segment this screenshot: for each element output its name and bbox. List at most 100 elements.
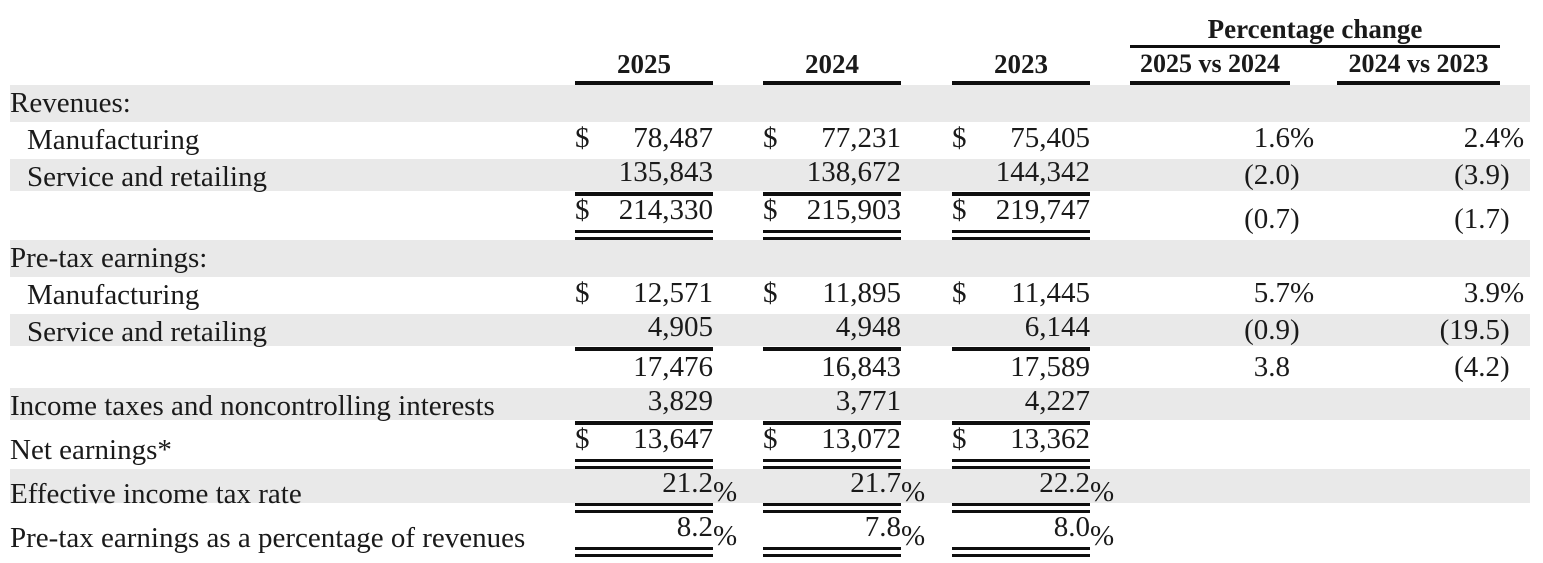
- cell-2025-vs-2024: (2.0): [1130, 158, 1320, 196]
- cell-value: (4.2: [1454, 351, 1500, 383]
- cell-2025-vs-2024: [1130, 465, 1320, 469]
- column-header-2025-vs-2024: 2025 vs 2024: [1130, 48, 1320, 85]
- cell-value: 21.2: [662, 467, 713, 499]
- table-body: Revenues: Manufacturing $78,487 $77,231 …: [0, 85, 1543, 557]
- pct-change-header-row: Percentage change: [10, 14, 1530, 48]
- cell-2025-vs-2024: 5.7%: [1130, 276, 1320, 314]
- cell-suffix: %: [1290, 277, 1315, 309]
- row-label: [10, 386, 575, 388]
- cell-value: 17,589: [1010, 351, 1090, 383]
- cell-2023: 22.2%: [952, 466, 1120, 513]
- cell-suffix: %: [1290, 122, 1315, 154]
- cell-2025: 135,843: [575, 155, 743, 196]
- cell-2024: $77,231: [763, 121, 931, 159]
- column-header-label: 2023: [952, 48, 1090, 85]
- cell-suffix: [1090, 236, 1120, 240]
- cell-value: 8.0: [1053, 511, 1090, 543]
- cell-suffix: [1290, 465, 1320, 469]
- cell-2023: 144,342: [952, 155, 1120, 196]
- cell-2023: 8.0%: [952, 510, 1120, 557]
- cell-2025: $12,571: [575, 276, 743, 314]
- cell-value: 13,072: [821, 423, 901, 455]
- cell-2024-vs-2023: 2.4%: [1337, 121, 1530, 159]
- table-row: Manufacturing $12,571 $11,895 $11,445 5.…: [10, 277, 1530, 314]
- cell-suffix: [1290, 553, 1320, 557]
- cell-suffix: ): [1500, 203, 1510, 235]
- table-row: Manufacturing $78,487 $77,231 $75,405 1.…: [10, 122, 1530, 159]
- cell-suffix: [1500, 509, 1530, 513]
- cell-2023: 4,227: [952, 384, 1120, 425]
- column-header-label: 2024 vs 2023: [1337, 48, 1500, 85]
- cell-value: 7.8: [864, 511, 901, 543]
- cell-value: 1.6: [1253, 122, 1290, 154]
- cell-value: 4,227: [1024, 385, 1090, 417]
- cell-value: 11,895: [822, 277, 901, 309]
- row-label: [10, 238, 575, 240]
- cell-value: (3.9: [1454, 159, 1500, 191]
- pct-change-title: Percentage change: [1130, 14, 1500, 48]
- cell-2024-vs-2023: [1337, 553, 1530, 557]
- cell-value: 5.7: [1253, 277, 1290, 309]
- column-header-spacer: [10, 83, 575, 85]
- financial-summary-table: Percentage change 2025 2024 2023 2025 vs…: [0, 14, 1543, 557]
- row-label: Manufacturing: [27, 279, 200, 311]
- table-row: Net earnings* $13,647 $13,072 $13,362: [10, 423, 1530, 469]
- cell-value: 21.7: [850, 467, 901, 499]
- cell-2025-vs-2024: [1130, 509, 1320, 513]
- cell-suffix: ): [1500, 351, 1510, 383]
- column-header-2023: 2023: [952, 48, 1120, 85]
- cell-suffix: [713, 236, 743, 240]
- cell-suffix: [1290, 421, 1320, 425]
- cell-value: 12,571: [633, 277, 713, 309]
- cell-suffix: [1500, 553, 1530, 557]
- column-header-label: 2024: [763, 48, 901, 85]
- cell-suffix: [1500, 421, 1530, 425]
- cell-suffix: %: [713, 520, 738, 552]
- cell-2025: 21.2%: [575, 466, 743, 513]
- currency-symbol: $: [952, 122, 967, 154]
- cell-2023: $75,405: [952, 121, 1120, 159]
- cell-suffix: ): [1500, 159, 1510, 191]
- cell-value: (0.7: [1244, 203, 1290, 235]
- row-label: Revenues:: [10, 87, 131, 119]
- cell-2025: 4,905: [575, 310, 743, 351]
- cell-value: 3.9: [1463, 277, 1500, 309]
- cell-suffix: %: [1500, 122, 1525, 154]
- cell-2024-vs-2023: [1337, 421, 1530, 425]
- cell-2024-vs-2023: (3.9): [1337, 158, 1530, 196]
- cell-value: 17,476: [633, 351, 713, 383]
- currency-symbol: $: [952, 423, 967, 455]
- cell-value: 75,405: [1010, 122, 1090, 154]
- cell-value: (2.0: [1244, 159, 1290, 191]
- cell-suffix: ): [1290, 159, 1300, 191]
- cell-suffix: ): [1500, 314, 1510, 346]
- table-row: 17,476 16,843 17,589 3.8 (4.2): [10, 351, 1530, 388]
- cell-2025: $214,330: [575, 193, 743, 240]
- currency-symbol: $: [575, 194, 590, 226]
- cell-suffix: %: [713, 476, 738, 508]
- column-header-row: 2025 2024 2023 2025 vs 2024 2024 vs 2023: [10, 48, 1530, 85]
- cell-suffix: %: [1090, 520, 1115, 552]
- cell-value: 215,903: [806, 194, 901, 226]
- cell-2025-vs-2024: 1.6%: [1130, 121, 1320, 159]
- cell-value: 2.4: [1463, 122, 1500, 154]
- cell-2024-vs-2023: (1.7): [1337, 202, 1530, 240]
- cell-value: 144,342: [995, 156, 1090, 188]
- cell-2023: $219,747: [952, 193, 1120, 240]
- cell-value: 13,362: [1010, 423, 1090, 455]
- table-row: Revenues:: [10, 85, 1530, 122]
- column-header-label: 2025 vs 2024: [1130, 48, 1290, 85]
- cell-value: 13,647: [633, 423, 713, 455]
- table-row: Service and retailing 4,905 4,948 6,144 …: [10, 311, 1530, 351]
- cell-value: 4,948: [835, 311, 901, 343]
- cell-2025-vs-2024: [1130, 553, 1320, 557]
- cell-value: 11,445: [1011, 277, 1090, 309]
- currency-symbol: $: [575, 277, 590, 309]
- table-row: Service and retailing 135,843 138,672 14…: [10, 156, 1530, 196]
- cell-value: 214,330: [618, 194, 713, 226]
- cell-value: 22.2: [1039, 467, 1090, 499]
- row-label: Pre-tax earnings as a percentage of reve…: [10, 522, 526, 554]
- cell-2025: 3,829: [575, 384, 743, 425]
- cell-2024: 3,771: [763, 384, 931, 425]
- currency-symbol: $: [952, 277, 967, 309]
